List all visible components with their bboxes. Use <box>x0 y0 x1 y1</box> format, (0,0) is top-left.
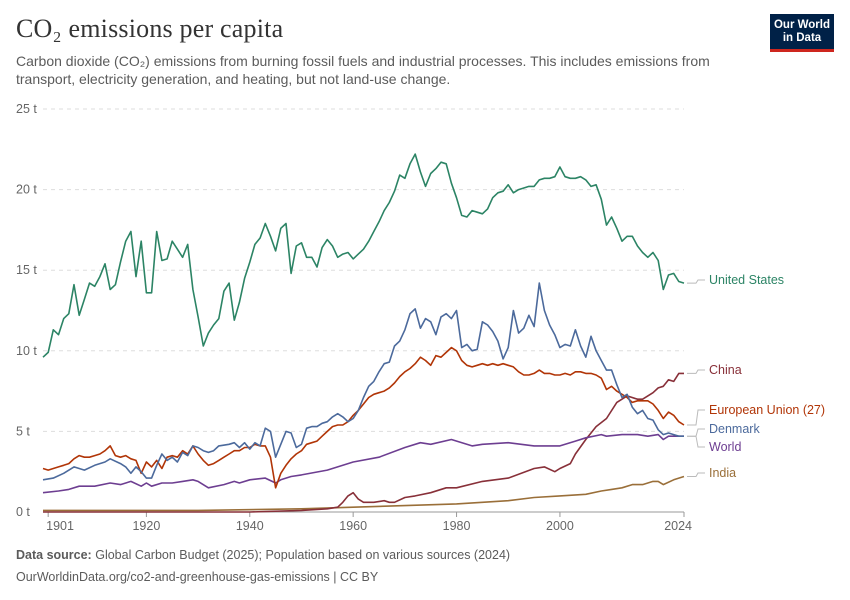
series-line-world <box>42 433 684 494</box>
series-line-united-states <box>42 153 685 358</box>
label-connector <box>687 472 705 477</box>
data-source-text: Global Carbon Budget (2025); Population … <box>95 548 511 562</box>
line-label-china: China <box>709 363 742 377</box>
owid-logo[interactable]: Our World in Data <box>770 14 834 52</box>
series-line-european-union-27 <box>42 346 685 489</box>
y-tick-label: 10 t <box>16 344 37 358</box>
y-tick-label: 15 t <box>16 263 37 277</box>
line-label-united-states: United States <box>709 273 784 287</box>
x-tick-label: 1901 <box>46 519 74 533</box>
line-label-india: India <box>709 466 736 480</box>
y-tick-label: 20 t <box>16 183 37 197</box>
footer-license: | CC BY <box>333 570 379 584</box>
x-tick-label: 2024 <box>664 519 692 533</box>
x-tick-label: 2000 <box>546 519 574 533</box>
logo-line-2: in Data <box>782 32 822 44</box>
label-connector <box>687 279 705 284</box>
series-line-india <box>43 475 685 512</box>
data-source-line: Data source: Global Carbon Budget (2025)… <box>16 548 510 562</box>
label-connector <box>687 435 705 448</box>
label-connector <box>687 369 705 374</box>
footer-url-link[interactable]: OurWorldinData.org/co2-and-greenhouse-ga… <box>16 570 330 584</box>
line-label-world: World <box>709 440 741 454</box>
x-tick-label: 1980 <box>443 519 471 533</box>
logo-line-1: Our World <box>773 19 830 31</box>
y-tick-label: 5 t <box>16 424 30 438</box>
x-tick-label: 1920 <box>132 519 160 533</box>
y-tick-label: 25 t <box>16 102 37 116</box>
chart-subtitle: Carbon dioxide (CO₂) emissions from burn… <box>16 53 710 87</box>
footer-url-line: OurWorldinData.org/co2-and-greenhouse-ga… <box>16 570 378 584</box>
x-tick-label: 1940 <box>236 519 264 533</box>
data-source-label: Data source: <box>16 548 92 562</box>
series-line-denmark <box>42 282 684 481</box>
chart-title: CO₂ emissions per capita <box>16 14 284 43</box>
line-label-european-union-27: European Union (27) <box>709 403 825 417</box>
label-connector <box>687 409 705 426</box>
y-tick-label: 0 t <box>16 505 30 519</box>
line-label-denmark: Denmark <box>709 422 760 436</box>
label-connector <box>687 428 705 437</box>
x-tick-label: 1960 <box>339 519 367 533</box>
series-line-china <box>43 372 684 513</box>
